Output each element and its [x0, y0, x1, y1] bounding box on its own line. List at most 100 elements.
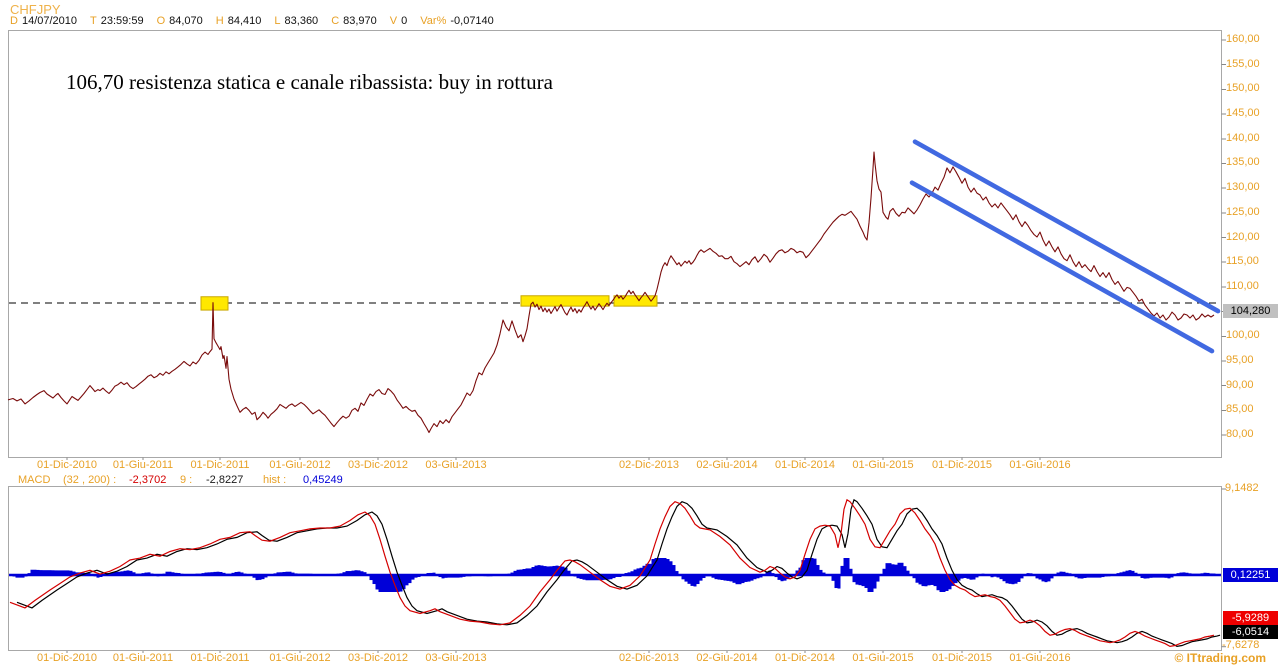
macd-histogram-bar	[240, 572, 244, 575]
macd-histogram-bar	[753, 575, 757, 580]
macd-line	[9, 498, 1215, 648]
macd-histogram-bar	[414, 575, 418, 578]
resistance-zone[interactable]	[200, 296, 229, 311]
field-label-c: C	[331, 15, 340, 27]
macd-histogram-bar	[1197, 573, 1201, 575]
macd-histogram-bar	[1017, 575, 1021, 582]
macd-histogram-bar	[252, 575, 256, 578]
macd-histogram-bar	[513, 570, 517, 575]
macd-histogram-bar	[426, 573, 430, 575]
macd-histogram-bar	[801, 560, 805, 575]
macd-histogram-bar	[663, 558, 667, 575]
macd-histogram-bar	[1083, 575, 1087, 579]
y-axis-label: 100,00	[1226, 329, 1260, 342]
macd-histogram-bar	[600, 575, 604, 581]
macd-histogram-bar	[618, 575, 622, 577]
x-axis-label: 01-Giu-2016	[1009, 652, 1071, 664]
x-axis-label: 01-Giu-2015	[852, 652, 914, 664]
macd-histogram-bar	[279, 572, 283, 575]
macd-histogram-bar	[654, 558, 658, 575]
macd-histogram-bar	[375, 575, 379, 590]
x-axis-label: 01-Dic-2014	[775, 459, 835, 471]
macd-histogram-bar	[579, 575, 583, 579]
macd-histogram-bar	[816, 565, 820, 575]
macd-histogram-bar	[810, 558, 814, 575]
macd-label: MACD	[18, 474, 51, 486]
macd-histogram-bar	[516, 569, 520, 575]
macd-histogram-bar	[900, 562, 904, 575]
macd-histogram-bar	[936, 575, 940, 591]
macd-signal-label: 9 :	[180, 474, 193, 486]
macd-histogram-bar	[174, 572, 178, 575]
macd-histogram-bar	[93, 575, 97, 577]
macd-histogram-bar	[567, 570, 571, 575]
macd-histogram-bar	[234, 571, 238, 575]
macd-histogram-bar	[87, 573, 91, 575]
macd-panel-frame	[8, 486, 1222, 651]
macd-histogram-bar	[885, 563, 889, 575]
last-price-label[interactable]: 104,280	[1223, 304, 1278, 319]
macd-histogram-bar	[1194, 573, 1198, 575]
macd-histogram-bar	[459, 575, 463, 578]
macd-histogram-bar	[51, 570, 55, 575]
macd-axis-min-label: -7,6278	[1222, 639, 1260, 651]
macd-histogram-bar	[906, 570, 910, 575]
field-value: 83,970	[343, 15, 377, 27]
field-label-o: O	[156, 15, 166, 27]
macd-histogram-bar	[15, 575, 19, 578]
macd-histogram-bar	[309, 573, 313, 575]
macd-histogram-bar	[99, 575, 103, 577]
macd-histogram-bar	[336, 573, 340, 575]
macd-histogram-bar	[171, 572, 175, 575]
macd-histogram-bar	[357, 570, 361, 575]
macd-histogram-bar	[108, 573, 112, 575]
macd-histogram-bar	[669, 561, 673, 575]
macd-histogram-bar	[639, 567, 643, 575]
macd-hist-value: 0,45249	[303, 474, 343, 486]
y-axis-label: 85,00	[1226, 403, 1254, 416]
resistance-zone[interactable]	[520, 295, 610, 307]
x-axis-label: 01-Dic-2015	[932, 652, 992, 664]
x-axis-label: 02-Giu-2014	[696, 652, 758, 664]
macd-histogram-bar	[300, 573, 304, 575]
macd-histogram-bar	[891, 564, 895, 575]
macd-histogram-bar	[531, 567, 535, 575]
macd-histogram-bar	[591, 575, 595, 581]
macd-histogram-bar	[228, 573, 232, 575]
macd-histogram-bar	[867, 575, 871, 592]
macd-histogram-bar	[1092, 575, 1096, 578]
x-axis-label: 01-Dic-2014	[775, 652, 835, 664]
macd-histogram-bar	[1101, 575, 1105, 578]
macd-histogram-bar	[303, 573, 307, 575]
macd-histogram-bar	[507, 573, 511, 575]
macd-histogram-bar	[765, 571, 769, 575]
x-axis-label: 01-Giu-2012	[269, 652, 331, 664]
macd-histogram-bar	[57, 570, 61, 575]
macd-histogram-bar	[165, 571, 169, 575]
macd-hist-label: hist :	[263, 474, 287, 486]
macd-histogram-bar	[834, 575, 838, 589]
macd-histogram-bar	[1074, 575, 1078, 578]
macd-histogram-bar	[729, 575, 733, 582]
macd-histogram-bar	[972, 575, 976, 580]
macd-histogram-bar	[888, 563, 892, 575]
macd-histogram-bar	[849, 568, 853, 575]
macd-histogram-bar	[933, 575, 937, 587]
macd-histogram-bar	[408, 575, 412, 584]
channel-upper-trendline[interactable]	[912, 139, 1221, 314]
macd-histogram-bar	[144, 572, 148, 575]
macd-histogram-bar	[1068, 573, 1072, 575]
macd-histogram-bar	[243, 573, 247, 575]
macd-histogram-bar	[471, 575, 475, 577]
macd-histogram-bar	[465, 575, 469, 577]
macd-histogram-bar	[657, 558, 661, 575]
channel-lower-trendline[interactable]	[909, 180, 1215, 354]
x-axis-label: 01-Dic-2015	[932, 459, 992, 471]
macd-histogram-bar	[861, 575, 865, 587]
symbol-label: CHFJPY	[10, 2, 61, 17]
macd-histogram-bar	[120, 571, 124, 575]
macd-histogram-bar	[660, 558, 664, 575]
macd-histogram-bar	[1206, 572, 1210, 575]
macd-histogram-bar	[804, 558, 808, 575]
